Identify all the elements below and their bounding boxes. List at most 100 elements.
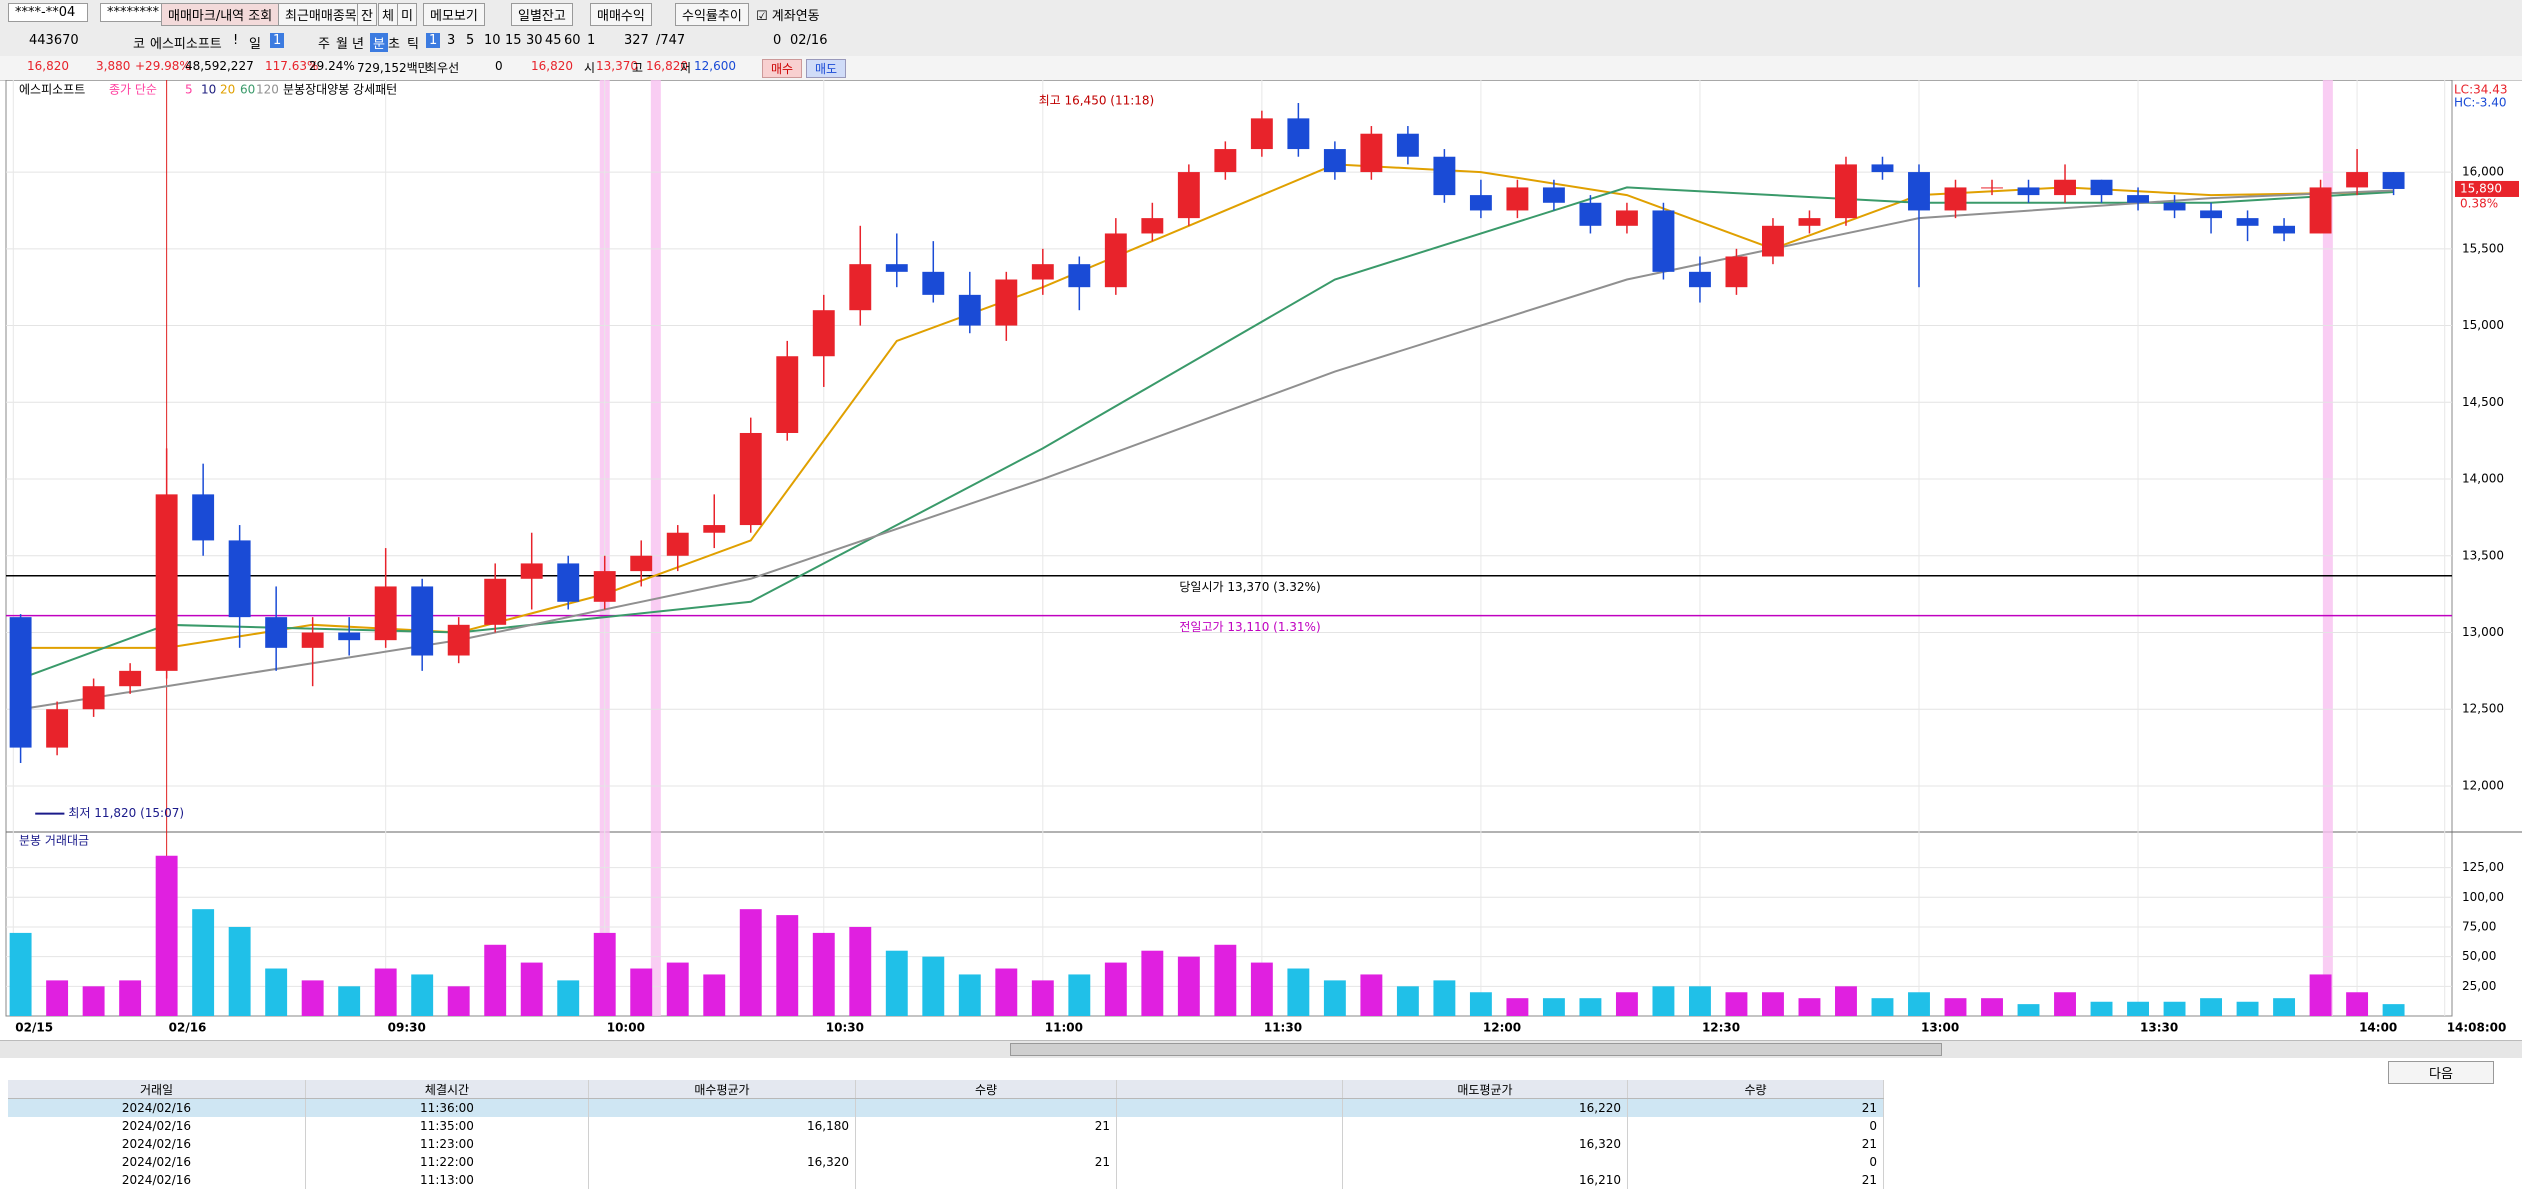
toolbar-item[interactable]: 5: [466, 33, 475, 48]
account-input[interactable]: ****-**04: [8, 3, 88, 22]
candle-body: [447, 624, 470, 656]
toolbar-item[interactable]: 에스피소프트: [150, 37, 222, 52]
toolbar-item[interactable]: 45: [545, 33, 562, 48]
table-cell: [1342, 1117, 1628, 1135]
volume-bar: [1579, 998, 1602, 1016]
toolbar-item[interactable]: 327: [624, 33, 649, 48]
toolbar-item[interactable]: 월: [336, 37, 348, 52]
volume-bar: [1177, 956, 1200, 1016]
toolbar-item[interactable]: 10: [484, 33, 501, 48]
volume-bar: [1031, 980, 1054, 1016]
table-row[interactable]: 2024/02/16 11:13:00 16,210 21: [8, 1171, 1884, 1189]
candle-body: [2309, 187, 2332, 234]
volume-bar: [1798, 998, 1821, 1016]
button[interactable]: 매매마크/내역 조회: [161, 3, 280, 26]
candle-body: [922, 271, 945, 295]
toolbar-item[interactable]: 1: [426, 33, 441, 48]
button[interactable]: 매매수익: [590, 3, 652, 26]
toolbar-item[interactable]: 1: [587, 33, 596, 48]
volume-bar: [2200, 998, 2223, 1016]
x-tick-label: 12:30: [1702, 1021, 1740, 1035]
toolbar-item[interactable]: 443670: [29, 33, 79, 48]
candle-body: [1177, 172, 1200, 219]
y-tick-label: 12,500: [2462, 702, 2504, 716]
order-button[interactable]: 매수: [762, 59, 803, 78]
chart: 12,000 12,500 13,000 13,500 14,000 14,500 15,0…: [5, 80, 2522, 1035]
toolbar-item[interactable]: 코: [133, 37, 145, 52]
table-cell: 16,210: [1342, 1171, 1628, 1189]
candle-body: [338, 632, 361, 641]
toolbar-item[interactable]: 1: [270, 33, 285, 48]
toolbar-item[interactable]: 30: [526, 33, 543, 48]
volume-bar: [995, 968, 1018, 1016]
toolbar-item[interactable]: 0: [773, 33, 782, 48]
table-cell: 11:22:00: [305, 1153, 589, 1171]
table-cell: [855, 1171, 1117, 1189]
volume-bar: [739, 909, 762, 1016]
candle-body: [958, 294, 981, 326]
candle-body: [1068, 264, 1091, 288]
last-price: 15,890: [2460, 181, 2502, 195]
volume-bar: [885, 950, 908, 1016]
candle-body: [9, 617, 32, 748]
button[interactable]: 수익률추이: [675, 3, 749, 26]
toolbar-item[interactable]: /747: [656, 33, 686, 48]
button[interactable]: 체: [378, 3, 398, 26]
toolbar-item[interactable]: 초: [388, 37, 400, 52]
volume-bar: [593, 932, 616, 1016]
price-info: 16,820: [531, 59, 573, 73]
candle-body: [1981, 187, 2003, 189]
toolbar-item[interactable]: 일: [249, 37, 261, 52]
button[interactable]: 최근매매종목: [278, 3, 364, 26]
price-info: 0: [495, 59, 503, 73]
candle-body: [1323, 149, 1346, 173]
volume-bar: [1396, 986, 1419, 1016]
toolbar-item[interactable]: 15: [505, 33, 522, 48]
next-button[interactable]: 다음: [2388, 1061, 2494, 1084]
candle-body: [630, 555, 653, 572]
table-row[interactable]: 2024/02/16 11:23:00 16,320 21: [8, 1135, 1884, 1153]
table-cell: 0: [1627, 1117, 1884, 1135]
volume-bar: [1652, 986, 1675, 1016]
button[interactable]: 잔: [357, 3, 377, 26]
candle-body: [1762, 225, 1784, 257]
toolbar-item[interactable]: 분: [370, 33, 388, 52]
toolbar-item[interactable]: 60: [564, 33, 581, 48]
toolbar-item[interactable]: 주: [318, 37, 330, 52]
price-info: 13,370: [596, 59, 638, 73]
candle-body: [1433, 156, 1456, 196]
toolbar-item[interactable]: 틱: [407, 37, 419, 52]
volume-bar: [9, 932, 32, 1016]
table-row[interactable]: 2024/02/16 11:35:00 16,180 21 0: [8, 1117, 1884, 1135]
button[interactable]: 일별잔고: [511, 3, 573, 26]
order-button[interactable]: 매도: [806, 59, 847, 78]
table-row[interactable]: 2024/02/16 11:36:00 16,220 21: [8, 1098, 1884, 1117]
toolbar-item[interactable]: !: [233, 33, 239, 48]
toolbar-item[interactable]: 3: [447, 33, 456, 48]
scrollbar[interactable]: [0, 1040, 2522, 1058]
volume-bar: [1944, 998, 1967, 1016]
volume-bar: [484, 944, 507, 1016]
volume-bar: [2127, 1001, 2149, 1016]
candle-body: [2127, 195, 2149, 203]
button[interactable]: 메모보기: [423, 3, 485, 26]
legend-name: 에스피소프트: [19, 83, 85, 97]
x-tick-label: 10:30: [826, 1021, 864, 1035]
table-row[interactable]: 2024/02/16 11:22:00 16,320 21 0: [8, 1153, 1884, 1171]
table-cell: [855, 1098, 1117, 1117]
low-annotation: 최저 11,820 (15:07): [68, 806, 184, 820]
checkbox-label[interactable]: ☑ 계좌연동: [756, 9, 820, 24]
x-tick-label: 12:00: [1483, 1021, 1521, 1035]
scroll-thumb[interactable]: [1010, 1043, 1942, 1056]
volume-bar: [2273, 998, 2296, 1016]
password-input[interactable]: ********: [100, 3, 166, 22]
candle-body: [1360, 133, 1383, 173]
table-cell: 11:36:00: [305, 1098, 589, 1117]
button[interactable]: 미: [397, 3, 417, 26]
table-cell: 21: [1627, 1171, 1884, 1189]
toolbar-item[interactable]: 년: [352, 37, 364, 52]
price-info: 시: [584, 61, 596, 75]
toolbar-item[interactable]: 02/16: [790, 33, 828, 48]
legend-entry: 10: [201, 83, 216, 97]
price-info: 저: [680, 61, 692, 75]
